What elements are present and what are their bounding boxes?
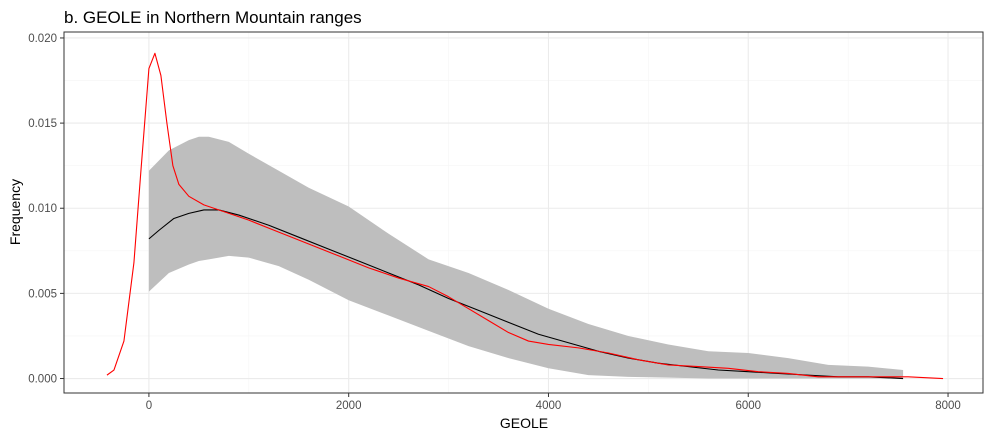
x-tick-label: 6000: [735, 400, 761, 412]
band-layer: [148, 136, 904, 379]
y-tick-label: 0.020: [28, 33, 57, 45]
y-tick-label: 0.000: [28, 374, 57, 386]
x-axis-title: GEOLE: [500, 415, 548, 431]
mean-density-line: [148, 209, 904, 380]
x-tick-label: 0: [146, 400, 152, 412]
panel-border: [63, 31, 984, 394]
x-tick-label: 8000: [935, 400, 961, 412]
x-tick-label: 4000: [536, 400, 562, 412]
y-axis-title: Frequency: [7, 179, 23, 245]
y-tick-label: 0.005: [28, 288, 57, 300]
observed-density-line: [106, 52, 944, 380]
x-axis: 0 2000 4000 6000 8000: [146, 393, 961, 412]
chart-title: b. GEOLE in Northern Mountain ranges: [64, 8, 362, 27]
x-tick-label: 2000: [336, 400, 362, 412]
confidence-band: [148, 136, 904, 379]
y-axis: 0.000 0.005 0.010 0.015 0.020: [28, 33, 64, 386]
y-tick-label: 0.015: [28, 118, 57, 130]
line-layer: [106, 52, 944, 380]
y-tick-label: 0.010: [28, 203, 57, 215]
